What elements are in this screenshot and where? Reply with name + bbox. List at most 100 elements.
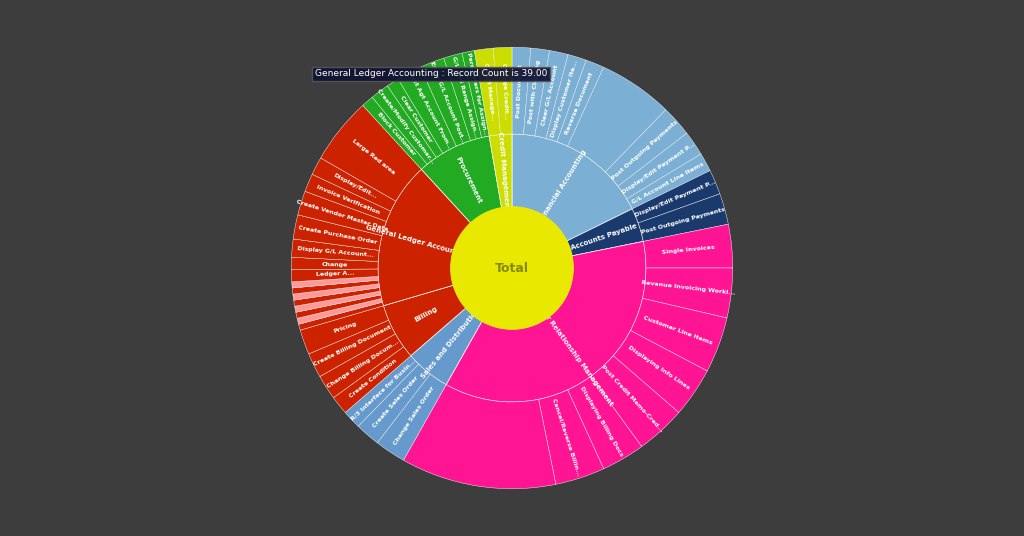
Wedge shape	[422, 136, 502, 223]
Wedge shape	[299, 302, 383, 330]
Text: G/L Account Line Items: G/L Account Line Items	[631, 161, 705, 205]
Wedge shape	[546, 55, 586, 142]
Wedge shape	[300, 306, 388, 354]
Wedge shape	[334, 347, 411, 413]
Text: Create/Modify Customer...: Create/Modify Customer...	[376, 88, 435, 165]
Text: Create Billing Document: Create Billing Document	[313, 325, 392, 368]
Wedge shape	[591, 356, 679, 446]
Text: Change Sales Order: Change Sales Order	[393, 385, 435, 446]
Wedge shape	[567, 67, 666, 172]
Text: Parameters for Assign...: Parameters for Assign...	[466, 51, 487, 137]
Wedge shape	[294, 287, 380, 306]
Text: Credit Manage...: Credit Manage...	[483, 63, 496, 121]
Wedge shape	[446, 241, 646, 402]
Wedge shape	[567, 209, 643, 256]
Wedge shape	[292, 277, 379, 288]
Text: Display Customer Ite...: Display Customer Ite...	[550, 59, 579, 138]
Wedge shape	[411, 308, 482, 385]
Wedge shape	[308, 320, 395, 376]
Wedge shape	[293, 215, 382, 250]
Wedge shape	[613, 331, 708, 413]
Wedge shape	[378, 169, 471, 306]
Wedge shape	[643, 224, 733, 268]
Wedge shape	[443, 53, 481, 140]
Wedge shape	[296, 295, 382, 318]
Wedge shape	[489, 134, 512, 208]
Text: Create Sales Order: Create Sales Order	[372, 375, 420, 429]
Wedge shape	[293, 284, 380, 300]
Text: Displaying Billing Docs: Displaying Billing Docs	[579, 385, 624, 457]
Wedge shape	[291, 269, 378, 282]
Text: Ledger A...: Ledger A...	[315, 271, 354, 277]
Text: Create Condition: Create Condition	[348, 358, 397, 399]
Wedge shape	[387, 79, 442, 158]
Text: Total: Total	[495, 262, 529, 274]
Text: Large Red area: Large Red area	[351, 139, 396, 176]
Wedge shape	[297, 299, 382, 324]
Text: Display/Edit Payment P...: Display/Edit Payment P...	[621, 141, 696, 195]
Text: Change: Change	[322, 262, 348, 267]
Wedge shape	[539, 390, 604, 485]
Text: Post Agt Account From...: Post Agt Account From...	[407, 71, 452, 151]
Text: Pricing: Pricing	[333, 321, 357, 334]
Text: Customer Line Items: Customer Line Items	[643, 315, 714, 345]
Wedge shape	[462, 50, 489, 137]
Wedge shape	[642, 268, 733, 318]
Wedge shape	[627, 154, 710, 209]
Text: Clear Customer: Clear Customer	[399, 95, 433, 143]
Wedge shape	[292, 280, 379, 294]
Text: General Ledger Accounting : Record Count is 39.00: General Ledger Accounting : Record Count…	[315, 70, 548, 78]
Wedge shape	[373, 86, 436, 164]
Text: Block Customer: Block Customer	[376, 111, 416, 157]
Wedge shape	[474, 48, 501, 136]
Text: Financial Accounting: Financial Accounting	[540, 148, 588, 222]
Wedge shape	[362, 97, 427, 169]
Wedge shape	[631, 299, 727, 371]
Wedge shape	[523, 48, 550, 136]
Wedge shape	[618, 133, 701, 199]
Text: Change Billing Docum...: Change Billing Docum...	[326, 339, 399, 389]
Text: Post Outgoing Payments: Post Outgoing Payments	[610, 119, 679, 181]
Wedge shape	[291, 257, 378, 270]
Text: Billing: Billing	[414, 306, 439, 323]
Wedge shape	[345, 356, 419, 426]
Wedge shape	[321, 106, 422, 201]
Text: Post Outgoing Payments: Post Outgoing Payments	[640, 206, 725, 235]
Wedge shape	[292, 239, 379, 262]
Wedge shape	[535, 50, 568, 138]
Text: Displaying Info Lines: Displaying Info Lines	[627, 345, 690, 391]
Wedge shape	[632, 170, 720, 223]
Text: Display/Edit Payment P...: Display/Edit Payment P...	[634, 180, 717, 218]
Text: Credit Management: Credit Management	[498, 131, 510, 210]
Text: Create Vendor Master Data: Create Vendor Master Data	[296, 199, 389, 232]
Text: Revenue Invoicing Workl...: Revenue Invoicing Workl...	[641, 280, 735, 296]
Wedge shape	[312, 158, 396, 211]
Wedge shape	[305, 174, 391, 221]
Wedge shape	[605, 110, 687, 186]
Text: Procurement: Procurement	[455, 156, 483, 205]
Wedge shape	[420, 58, 471, 146]
Wedge shape	[319, 334, 403, 398]
Text: Sales and Distribution: Sales and Distribution	[420, 307, 480, 380]
Text: Reverse Document: Reverse Document	[564, 72, 594, 136]
Wedge shape	[512, 47, 530, 135]
Text: Display/Edit...: Display/Edit...	[332, 173, 378, 199]
Text: Cancel/Reverse Billin...: Cancel/Reverse Billin...	[552, 397, 582, 476]
Text: Display G/L Account...: Display G/L Account...	[297, 246, 374, 258]
Text: Customer Relationship Management: Customer Relationship Management	[524, 287, 614, 407]
Wedge shape	[377, 374, 446, 460]
Wedge shape	[383, 285, 466, 356]
Wedge shape	[358, 364, 430, 443]
Text: Post Document: Post Document	[516, 64, 523, 118]
Text: Accounts Payable: Accounts Payable	[570, 222, 638, 251]
Text: Change Credit...: Change Credit...	[501, 62, 508, 120]
Text: G/L And Range Assign...: G/L And Range Assign...	[451, 56, 478, 138]
Text: Create Purchase Order: Create Purchase Order	[298, 225, 378, 245]
Text: R/3 Interface for Busin...: R/3 Interface for Busin...	[350, 358, 417, 421]
Wedge shape	[298, 191, 386, 236]
Wedge shape	[512, 134, 632, 241]
Wedge shape	[295, 291, 381, 312]
Wedge shape	[494, 47, 512, 135]
Text: General Ledger Accounting: General Ledger Accounting	[366, 225, 471, 259]
Text: Invoice Verification: Invoice Verification	[316, 184, 381, 215]
